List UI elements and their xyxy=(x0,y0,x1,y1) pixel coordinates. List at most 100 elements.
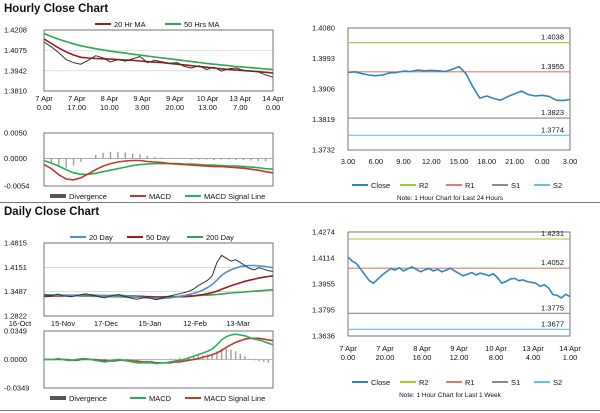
hourly-pivot-x-tick-label: 18.00 xyxy=(477,157,496,166)
hourly-pivot-x-tick-label: 0.00 xyxy=(535,157,550,166)
daily-pivot-y-tick-label: 1.4274 xyxy=(312,228,335,237)
daily-macd-y-tick-label: 0.0349 xyxy=(4,327,27,336)
hourly-pivot-x-tick-label: 6.00 xyxy=(368,157,383,166)
hourly-pivot-x-tick-label: 15.00 xyxy=(450,157,469,166)
hourly-pivot-r1-value: 1.3955 xyxy=(541,62,564,71)
daily-macd-y-tick-label: 0.0000 xyxy=(4,355,27,364)
daily-legend-signal-label: MACD Signal Line xyxy=(204,394,265,403)
hourly-pivot-x-tick-label: 9.00 xyxy=(396,157,411,166)
hourly-price-x-tick-label: 13.00 xyxy=(198,103,217,112)
hourly-pivot-x-tick-label: 3.00 xyxy=(563,157,578,166)
hourly-pivot-legend-s2-label: S2 xyxy=(553,181,562,190)
daily-price-y-tick-label: 1.3487 xyxy=(4,287,27,296)
daily-macd-y-tick-label: -0.0349 xyxy=(4,384,29,393)
daily-price-x-tick-label: 17-Dec xyxy=(94,319,118,328)
hourly-pivot-note: Note: 1 Hour Chart for Last 24 Hours xyxy=(397,195,504,202)
hourly-pivot-frame xyxy=(347,27,571,151)
daily-pivot-y-tick-label: 1.4114 xyxy=(312,254,334,263)
daily-pivot-x-tick-label: 10 Apr xyxy=(485,344,507,353)
hourly-pivot-s1-value: 1.3823 xyxy=(541,108,564,117)
daily-pivot-y-tick-label: 1.3955 xyxy=(312,280,335,289)
hourly-pivot-y-tick-label: 1.3993 xyxy=(312,54,335,63)
hourly-price-x-tick-label: 10.00 xyxy=(100,103,119,112)
hourly-pivot-close-line xyxy=(347,65,571,102)
daily-pivot-legend-s1-label: S1 xyxy=(511,378,520,387)
hourly-price-x-tick-label: 7.00 xyxy=(233,103,248,112)
hourly-macd-y-tick-label: 0.0000 xyxy=(4,154,27,163)
hourly-legend-divergence-label: Divergence xyxy=(69,192,107,201)
hourly-price-y-tick-label: 1.4208 xyxy=(4,26,27,35)
hourly-price-x-tick-label: 13 Apr xyxy=(229,94,251,103)
daily-pivot-x-tick-label: 12.00 xyxy=(450,353,469,362)
hourly-pivot-y-tick-label: 1.4080 xyxy=(312,24,335,33)
daily-pivot-x-tick-label: 13 Apr xyxy=(522,344,544,353)
daily-price-y-tick-label: 1.4151 xyxy=(4,263,27,272)
hourly-pivot-y-tick-label: 1.3906 xyxy=(312,85,335,94)
hourly-macd-signal-line xyxy=(43,159,274,176)
daily-macd-line xyxy=(44,333,274,365)
hourly-pivot-x-tick-label: 12.00 xyxy=(422,157,441,166)
hourly-20hr-ma-line xyxy=(43,38,274,74)
hourly-pivot-chart: 1.4080 1.3993 1.3906 1.3819 1.3732 1.4038 1.39… xyxy=(312,24,578,203)
daily-pivot-s2-value: 1.3677 xyxy=(541,319,564,328)
daily-pivot-r1-value: 1.4052 xyxy=(541,258,564,267)
daily-pivot-x-tick-label: 8.00 xyxy=(489,353,504,362)
daily-price-y-tick-label: 1.4815 xyxy=(4,239,27,248)
hourly-price-x-tick-label: 10 Apr xyxy=(197,94,219,103)
hourly-macd-chart: 0.0050 0.0000 -0.0054 Divergence MACD MACD Si… xyxy=(4,129,274,201)
hourly-price-y-tick-label: 1.3810 xyxy=(4,87,27,96)
hourly-price-x-tick-label: 7 Apr xyxy=(35,94,53,103)
hourly-price-x-tick-label: 0.00 xyxy=(37,103,52,112)
daily-pivot-r2-value: 1.4231 xyxy=(541,229,564,238)
bottom-rule xyxy=(0,410,600,411)
daily-pivot-legend-r2-label: R2 xyxy=(419,378,429,387)
daily-legend-divergence-swatch xyxy=(50,396,66,400)
hourly-macd-y-tick-label: -0.0054 xyxy=(4,182,29,191)
hourly-pivot-x-tick-label: 21.00 xyxy=(505,157,524,166)
hourly-legend-divergence-swatch xyxy=(50,194,66,198)
daily-pivot-x-tick-label: 9 Apr xyxy=(450,344,468,353)
hourly-pivot-r2-value: 1.4038 xyxy=(541,33,564,42)
daily-pivot-legend-close-label: Close xyxy=(371,378,390,387)
daily-pivot-legend-r1-label: R1 xyxy=(465,378,475,387)
hourly-price-x-tick-label: 20.00 xyxy=(165,103,184,112)
daily-section-title: Daily Close Chart xyxy=(4,206,100,218)
daily-pivot-x-tick-label: 8 Apr xyxy=(413,344,431,353)
daily-pivot-frame xyxy=(347,231,571,337)
hourly-macd-y-tick-label: 0.0050 xyxy=(4,129,27,138)
hourly-legend-macd-label: MACD xyxy=(149,192,172,201)
section-divider xyxy=(0,202,600,203)
hourly-price-x-tick-label: 0.00 xyxy=(266,103,281,112)
daily-pivot-x-tick-label: 7 Apr xyxy=(339,344,357,353)
hourly-pivot-legend-r2-label: R2 xyxy=(419,181,429,190)
hourly-price-x-tick-label: 17.00 xyxy=(67,103,86,112)
hourly-macd-line xyxy=(43,159,274,181)
daily-price-x-tick-label: 16-Oct xyxy=(9,319,32,328)
hourly-price-bars xyxy=(43,41,274,78)
daily-price-x-tick-label: 15-Jan xyxy=(139,319,162,328)
hourly-legend-20hr-ma-label: 20 Hr MA xyxy=(114,20,146,29)
hourly-pivot-x-tick-label: 3.00 xyxy=(341,157,356,166)
daily-pivot-x-tick-label: 7 Apr xyxy=(376,344,394,353)
daily-pivot-x-tick-label: 4.00 xyxy=(526,353,541,362)
daily-pivot-y-tick-label: 1.3636 xyxy=(312,332,335,341)
hourly-legend-50hr-ma-label: 50 Hrs MA xyxy=(184,20,219,29)
daily-price-frame xyxy=(43,242,274,317)
daily-price-x-tick-label: 13-Mar xyxy=(226,319,250,328)
hourly-price-x-tick-label: 14 Apr xyxy=(262,94,284,103)
hourly-price-y-tick-label: 1.3942 xyxy=(4,66,27,75)
daily-pivot-s1-value: 1.3775 xyxy=(541,303,564,312)
daily-price-x-tick-label: 12-Feb xyxy=(183,319,207,328)
hourly-legend-signal-label: MACD Signal Line xyxy=(204,192,265,201)
daily-pivot-legend-s2-label: S2 xyxy=(553,378,562,387)
daily-pivot-x-tick-label: 20.00 xyxy=(376,353,395,362)
daily-price-y-tick-label: 1.2822 xyxy=(4,312,27,321)
daily-pivot-x-tick-label: 14 Apr xyxy=(559,344,581,353)
daily-price-x-tick-label: 15-Nov xyxy=(51,319,75,328)
daily-pivot-note: Note: 1 Hour Chart for Last 1 Week xyxy=(399,392,502,399)
daily-legend-divergence-label: Divergence xyxy=(69,394,107,403)
hourly-pivot-legend-r1-label: R1 xyxy=(465,181,475,190)
daily-pivot-chart: 1.4274 1.4114 1.3955 1.3795 1.3636 1.4231 1.40… xyxy=(312,228,581,400)
